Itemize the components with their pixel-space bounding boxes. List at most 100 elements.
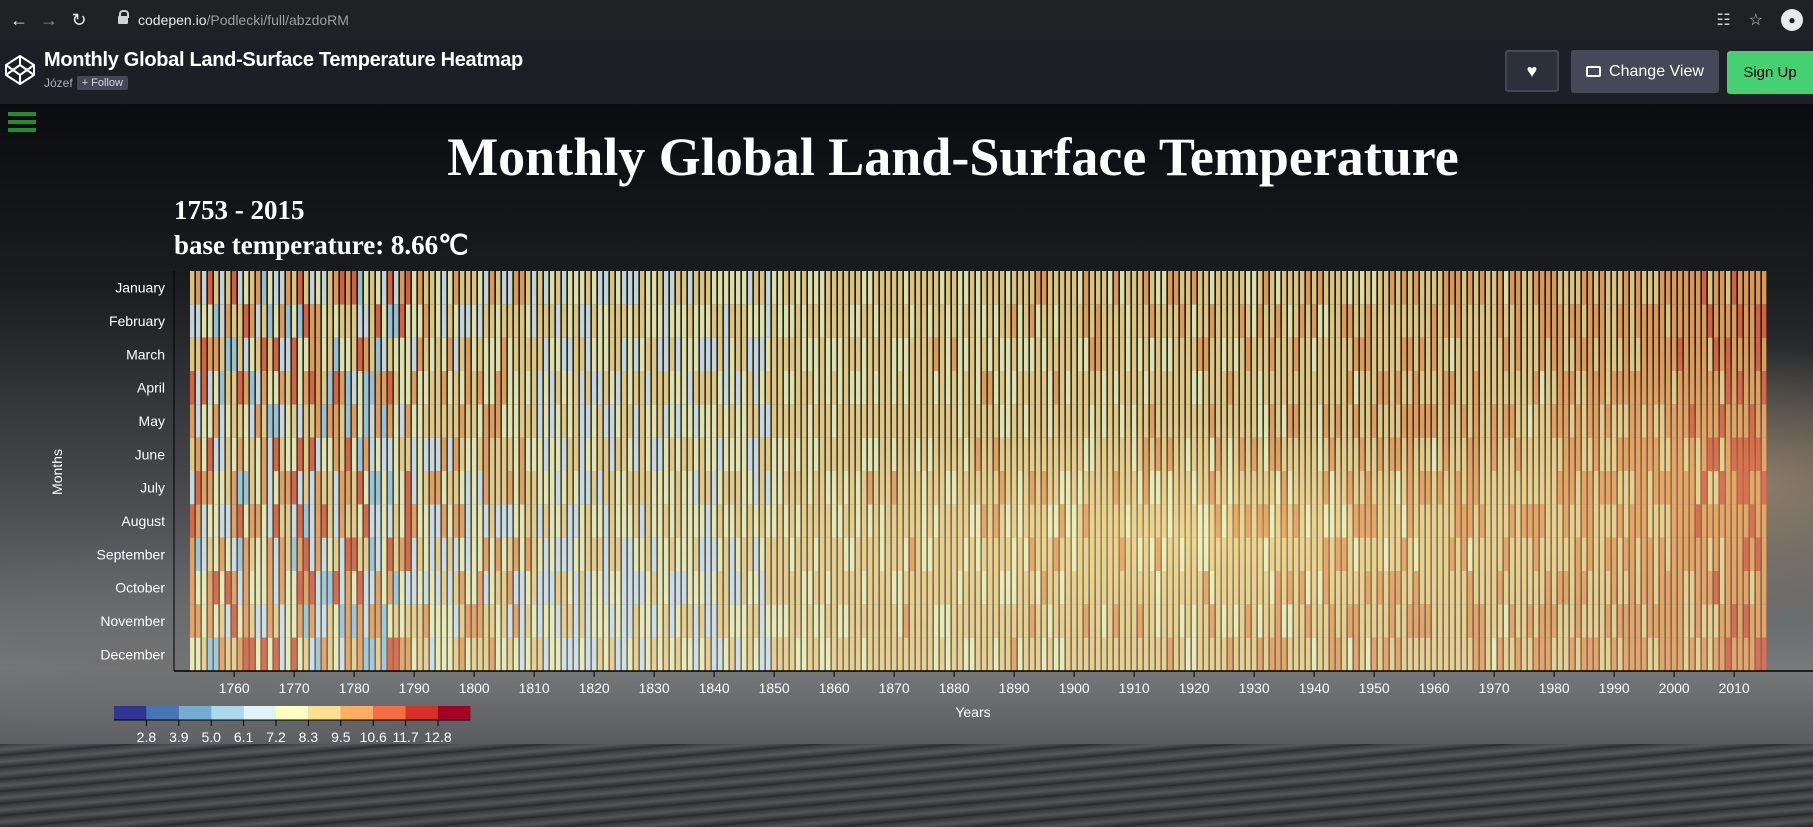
heatmap-cell[interactable] [670, 504, 675, 538]
heatmap-cell[interactable] [1216, 637, 1221, 671]
heatmap-cell[interactable] [442, 371, 447, 405]
heatmap-cell[interactable] [616, 304, 621, 338]
heatmap-cell[interactable] [1048, 404, 1053, 438]
heatmap-cell[interactable] [1576, 337, 1581, 371]
heatmap-cell[interactable] [556, 437, 561, 471]
heatmap-cell[interactable] [1702, 437, 1707, 471]
heatmap-cell[interactable] [1120, 571, 1125, 605]
heatmap-cell[interactable] [472, 437, 477, 471]
heatmap-cell[interactable] [946, 637, 951, 671]
heatmap-cell[interactable] [562, 571, 567, 605]
heatmap-cell[interactable] [916, 437, 921, 471]
heatmap-cell[interactable] [292, 337, 297, 371]
heatmap-cell[interactable] [262, 604, 267, 638]
heatmap-cell[interactable] [226, 304, 231, 338]
heatmap-cell[interactable] [592, 471, 597, 505]
heatmap-cell[interactable] [1126, 271, 1131, 305]
heatmap-cell[interactable] [1138, 504, 1143, 538]
heatmap-cell[interactable] [1198, 437, 1203, 471]
heatmap-cell[interactable] [628, 537, 633, 571]
heatmap-cell[interactable] [232, 571, 237, 605]
heatmap-cell[interactable] [994, 504, 999, 538]
heatmap-cell[interactable] [988, 437, 993, 471]
heatmap-cell[interactable] [1420, 337, 1425, 371]
heatmap-cell[interactable] [568, 504, 573, 538]
heatmap-cell[interactable] [1576, 504, 1581, 538]
heatmap-cell[interactable] [232, 271, 237, 305]
heatmap-cell[interactable] [1522, 504, 1527, 538]
heatmap-cell[interactable] [490, 504, 495, 538]
heatmap-cell[interactable] [310, 537, 315, 571]
heatmap-cell[interactable] [1696, 637, 1701, 671]
heatmap-cell[interactable] [1288, 637, 1293, 671]
heatmap-cell[interactable] [1582, 371, 1587, 405]
heatmap-cell[interactable] [712, 337, 717, 371]
heatmap-cell[interactable] [1330, 404, 1335, 438]
heatmap-cell[interactable] [394, 437, 399, 471]
heatmap-cell[interactable] [958, 371, 963, 405]
heatmap-cell[interactable] [598, 437, 603, 471]
author-name[interactable]: Józef [44, 76, 73, 90]
heatmap-cell[interactable] [826, 371, 831, 405]
heatmap-cell[interactable] [382, 404, 387, 438]
heatmap-cell[interactable] [772, 537, 777, 571]
heatmap-cell[interactable] [886, 504, 891, 538]
heatmap-cell[interactable] [520, 504, 525, 538]
heatmap-cell[interactable] [472, 404, 477, 438]
heatmap-cell[interactable] [1522, 637, 1527, 671]
heatmap-cell[interactable] [940, 304, 945, 338]
heatmap-cell[interactable] [922, 337, 927, 371]
heatmap-cell[interactable] [1636, 471, 1641, 505]
heatmap-cell[interactable] [1522, 571, 1527, 605]
heatmap-cell[interactable] [394, 537, 399, 571]
heatmap-cell[interactable] [604, 604, 609, 638]
heatmap-cell[interactable] [1054, 271, 1059, 305]
heatmap-cell[interactable] [1474, 571, 1479, 605]
heatmap-cell[interactable] [310, 271, 315, 305]
heatmap-cell[interactable] [1720, 271, 1725, 305]
heatmap-cell[interactable] [1414, 471, 1419, 505]
heatmap-cell[interactable] [322, 537, 327, 571]
heatmap-cell[interactable] [190, 304, 195, 338]
heatmap-cell[interactable] [508, 271, 513, 305]
heatmap-cell[interactable] [1408, 637, 1413, 671]
heatmap-cell[interactable] [1288, 537, 1293, 571]
heatmap-cell[interactable] [1714, 571, 1719, 605]
heatmap-cell[interactable] [1264, 637, 1269, 671]
heatmap-cell[interactable] [484, 471, 489, 505]
heatmap-cell[interactable] [418, 437, 423, 471]
heatmap-cell[interactable] [1126, 437, 1131, 471]
heatmap-cell[interactable] [862, 604, 867, 638]
heatmap-cell[interactable] [406, 504, 411, 538]
heatmap-cell[interactable] [1420, 504, 1425, 538]
heatmap-cell[interactable] [520, 537, 525, 571]
heatmap-cell[interactable] [1132, 304, 1137, 338]
heatmap-cell[interactable] [808, 604, 813, 638]
heatmap-cell[interactable] [1222, 604, 1227, 638]
heatmap-cell[interactable] [298, 471, 303, 505]
heatmap-cell[interactable] [1042, 404, 1047, 438]
heatmap-cell[interactable] [1456, 371, 1461, 405]
heatmap-cell[interactable] [676, 471, 681, 505]
heatmap-cell[interactable] [1714, 404, 1719, 438]
heatmap-cell[interactable] [1030, 471, 1035, 505]
heatmap-cell[interactable] [940, 404, 945, 438]
heatmap-cell[interactable] [1420, 537, 1425, 571]
heatmap-cell[interactable] [508, 404, 513, 438]
heatmap-cell[interactable] [1654, 371, 1659, 405]
heatmap-cell[interactable] [1456, 437, 1461, 471]
heatmap-cell[interactable] [1408, 371, 1413, 405]
heatmap-cell[interactable] [412, 304, 417, 338]
heatmap-cell[interactable] [1456, 337, 1461, 371]
heatmap-cell[interactable] [1726, 404, 1731, 438]
heatmap-cell[interactable] [910, 504, 915, 538]
heatmap-cell[interactable] [778, 537, 783, 571]
heatmap-cell[interactable] [988, 604, 993, 638]
heatmap-cell[interactable] [946, 271, 951, 305]
heatmap-cell[interactable] [448, 537, 453, 571]
heatmap-cell[interactable] [1540, 571, 1545, 605]
heatmap-cell[interactable] [628, 604, 633, 638]
heatmap-cell[interactable] [556, 404, 561, 438]
heatmap-cell[interactable] [1366, 304, 1371, 338]
heatmap-cell[interactable] [1462, 604, 1467, 638]
